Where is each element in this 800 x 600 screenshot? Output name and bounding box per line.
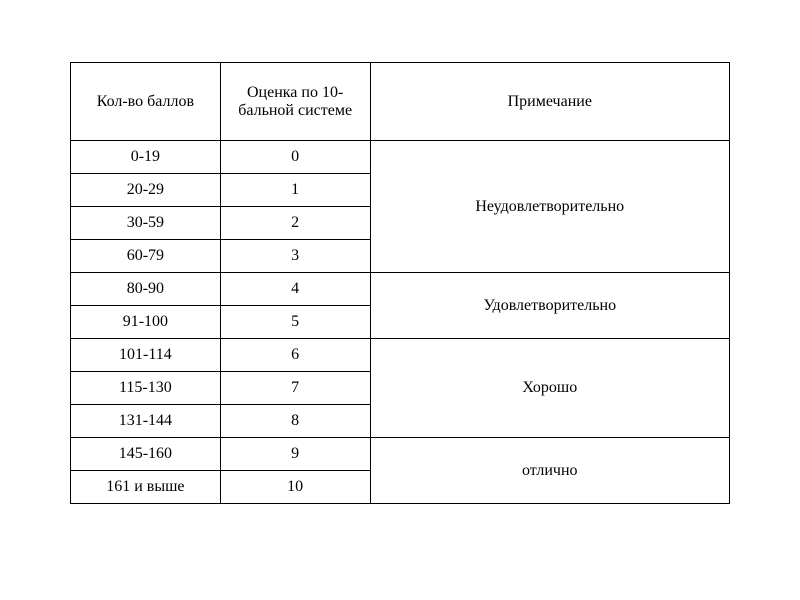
cell-grade: 5 [220, 306, 370, 339]
cell-points: 131-144 [71, 405, 221, 438]
cell-points: 30-59 [71, 207, 221, 240]
cell-grade: 4 [220, 273, 370, 306]
cell-grade: 7 [220, 372, 370, 405]
cell-points: 101-114 [71, 339, 221, 372]
table-row: 80-90 4 Удовлетворительно [71, 273, 730, 306]
table-header-row: Кол-во баллов Оценка по 10-бальной систе… [71, 63, 730, 141]
cell-note: Удовлетворительно [370, 273, 729, 339]
table-row: 101-114 6 Хорошо [71, 339, 730, 372]
cell-points: 60-79 [71, 240, 221, 273]
cell-grade: 6 [220, 339, 370, 372]
cell-points: 91-100 [71, 306, 221, 339]
cell-points: 145-160 [71, 438, 221, 471]
table-row: 0-19 0 Неудовлетворительно [71, 141, 730, 174]
cell-grade: 3 [220, 240, 370, 273]
cell-grade: 10 [220, 471, 370, 504]
cell-note: Неудовлетворительно [370, 141, 729, 273]
cell-points: 0-19 [71, 141, 221, 174]
cell-grade: 8 [220, 405, 370, 438]
header-points: Кол-во баллов [71, 63, 221, 141]
grading-table: Кол-во баллов Оценка по 10-бальной систе… [70, 62, 730, 504]
cell-points: 80-90 [71, 273, 221, 306]
table-row: 145-160 9 отлично [71, 438, 730, 471]
cell-grade: 1 [220, 174, 370, 207]
cell-grade: 0 [220, 141, 370, 174]
cell-note: отлично [370, 438, 729, 504]
header-grade: Оценка по 10-бальной системе [220, 63, 370, 141]
cell-points: 161 и выше [71, 471, 221, 504]
cell-points: 115-130 [71, 372, 221, 405]
cell-points: 20-29 [71, 174, 221, 207]
cell-note: Хорошо [370, 339, 729, 438]
cell-grade: 2 [220, 207, 370, 240]
header-note: Примечание [370, 63, 729, 141]
cell-grade: 9 [220, 438, 370, 471]
